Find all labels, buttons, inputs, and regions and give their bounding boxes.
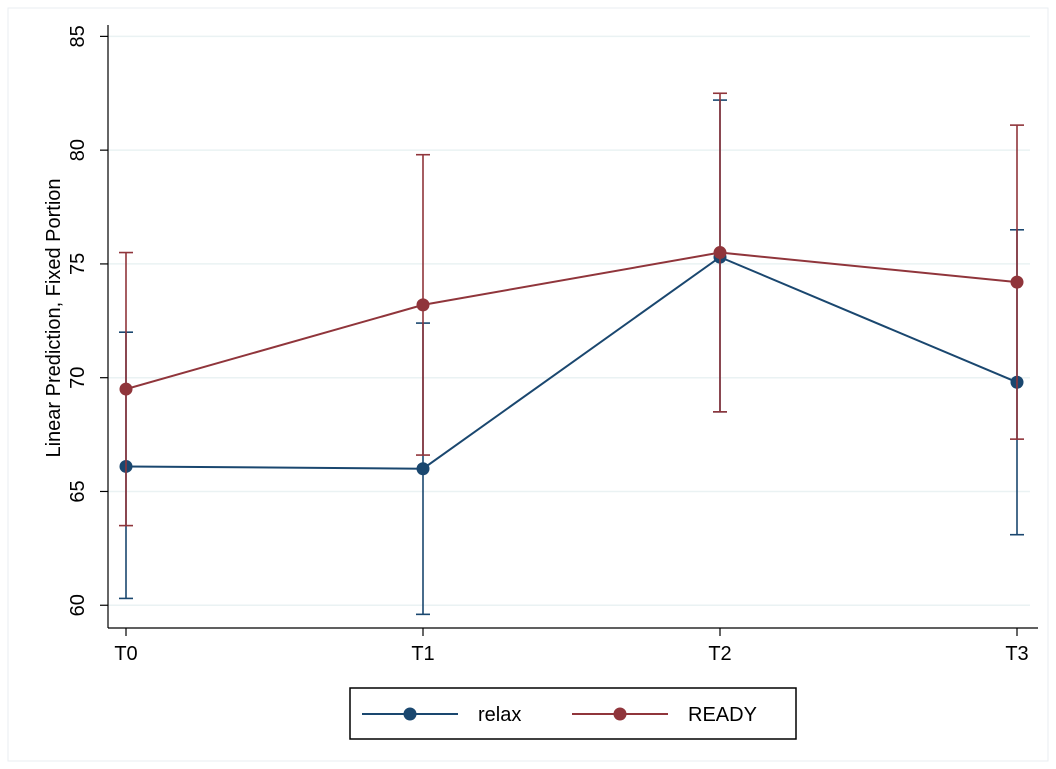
x-tick-label: T3	[1005, 643, 1028, 665]
data-point	[1010, 275, 1024, 289]
legend-label: READY	[688, 704, 757, 726]
grid-layer	[108, 35, 1030, 606]
y-tick-label: 65	[67, 480, 89, 502]
legend-items: relax READY	[362, 704, 757, 726]
y-tick-label: 70	[67, 367, 89, 389]
x-tick-label: T0	[114, 643, 137, 665]
legend: relax READY	[349, 687, 797, 740]
series-line	[125, 251, 1018, 391]
legend-swatch-marker	[403, 707, 417, 721]
x-tick-label: T2	[708, 643, 731, 665]
series-line	[125, 255, 1018, 470]
legend-swatch-marker	[613, 707, 627, 721]
axis-layer: 60 65 70 75 80 85 T0 T1 T2 T3	[67, 25, 1038, 665]
legend-item-ready: READY	[572, 704, 757, 726]
legend-label: relax	[478, 704, 521, 726]
y-axis-title: Linear Prediction, Fixed Portion	[43, 178, 65, 457]
y-tick-label: 85	[67, 25, 89, 47]
y-tick-label: 75	[67, 253, 89, 275]
data-point	[416, 462, 430, 476]
y-tick-label: 80	[67, 139, 89, 161]
series-layer	[119, 92, 1024, 616]
x-tick-label: T1	[411, 643, 434, 665]
y-tick-label: 60	[67, 594, 89, 616]
data-point	[713, 246, 727, 260]
chart-background	[7, 7, 1049, 762]
legend-item-relax: relax	[362, 704, 521, 726]
data-point	[416, 298, 430, 312]
series-ready	[119, 92, 1024, 527]
data-point	[119, 382, 133, 396]
